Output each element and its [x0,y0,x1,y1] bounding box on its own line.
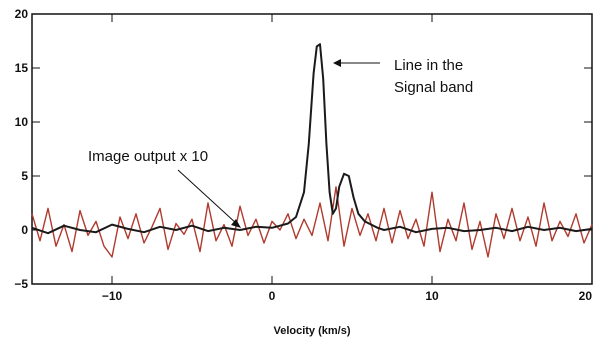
series-line-signal [31,43,593,235]
x-tick-label: 10 [425,289,439,303]
y-tick-label: 15 [15,61,29,75]
annotation-signal-line-2: Signal band [394,79,473,96]
y-tick-label: 20 [15,7,29,21]
annotation-image-output: Image output x 10 [88,148,208,165]
annotation-image-arrow [177,169,238,225]
plot-frame [31,13,593,285]
annotation-image-arrowhead [231,219,241,228]
x-tick-label: 20 [579,289,593,303]
y-tick-label: 10 [15,115,29,129]
series-line-image [31,186,593,258]
x-ticks: −10 0 10 20 [102,14,593,303]
y-tick-label: 5 [21,169,28,183]
x-tick-label: −10 [102,289,123,303]
x-axis-title: Velocity (km/s) [273,325,350,337]
y-tick-label: −5 [14,277,28,291]
annotation-signal-arrowhead [333,59,341,67]
y-tick-label: 0 [21,223,28,237]
y-ticks: −5 0 5 10 15 20 [14,7,592,291]
series-layer [31,43,593,258]
x-tick-label: 0 [269,289,276,303]
annotation-signal-line-1: Line in the [394,57,463,74]
